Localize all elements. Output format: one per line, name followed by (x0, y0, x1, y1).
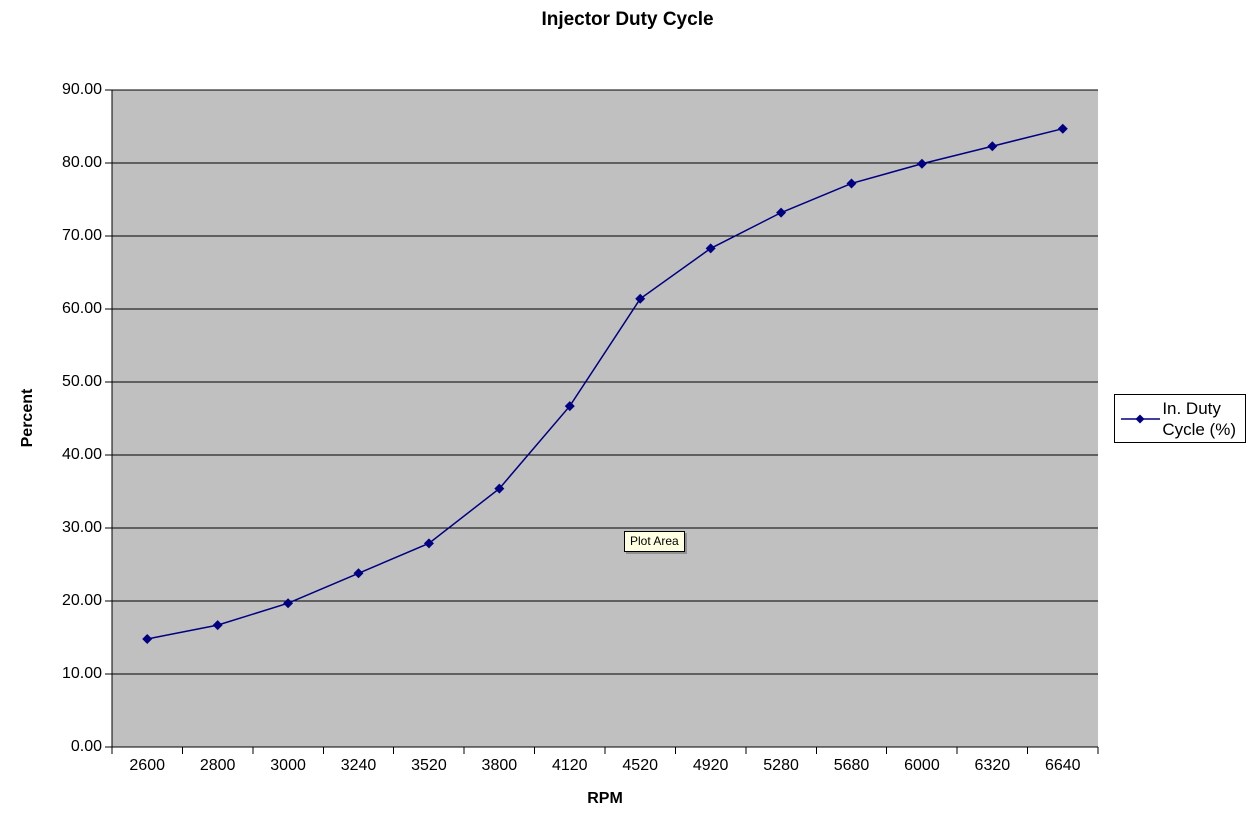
x-tick-label: 3240 (340, 757, 377, 774)
x-tick-label: 3800 (481, 757, 518, 774)
x-tick-label: 5280 (763, 757, 799, 774)
x-tick-label: 6320 (974, 757, 1011, 774)
y-tick-label: 30.00 (61, 519, 102, 536)
chart-title: Injector Duty Cycle (541, 9, 714, 30)
x-tick-label: 6000 (904, 757, 940, 774)
data-point-marker[interactable] (212, 620, 223, 631)
x-tick-label: 4520 (622, 757, 658, 774)
x-tick-label: 2800 (199, 757, 236, 774)
x-axis-title: RPM (587, 790, 623, 807)
data-point-marker[interactable] (635, 293, 646, 304)
y-tick-label: 60.00 (61, 300, 102, 317)
data-point-marker[interactable] (283, 598, 294, 609)
x-tick-label: 4920 (692, 757, 729, 774)
y-tick-label: 0.00 (70, 738, 102, 755)
legend[interactable]: In. Duty Cycle (%) (1114, 394, 1246, 443)
x-tick-label: 3520 (411, 757, 447, 774)
x-tick-label: 6640 (1044, 757, 1081, 774)
plot-area-tooltip: Plot Area (624, 531, 685, 552)
data-point-marker[interactable] (142, 633, 153, 644)
x-tick-label: 2600 (129, 757, 165, 774)
data-point-marker[interactable] (494, 483, 505, 494)
x-tick-label: 4120 (551, 757, 588, 774)
y-tick-label: 50.00 (61, 373, 102, 390)
data-point-marker[interactable] (564, 401, 575, 412)
x-tick-label: 5680 (833, 757, 870, 774)
data-point-marker[interactable] (423, 538, 434, 549)
x-tick-label: 3000 (270, 757, 306, 774)
data-point-marker[interactable] (353, 568, 364, 579)
plot-background[interactable] (112, 90, 1098, 747)
y-tick-label: 70.00 (61, 227, 102, 244)
legend-series-label: In. Duty Cycle (%) (1162, 398, 1236, 439)
y-tick-label: 80.00 (61, 154, 102, 171)
y-tick-label: 90.00 (61, 81, 102, 98)
data-point-marker[interactable] (846, 178, 857, 189)
data-point-marker[interactable] (705, 243, 716, 254)
data-point-marker[interactable] (1057, 123, 1068, 134)
y-tick-label: 20.00 (61, 592, 102, 609)
y-tick-label: 10.00 (61, 665, 102, 682)
data-point-marker[interactable] (987, 141, 998, 152)
series-line[interactable] (147, 127, 1063, 640)
legend-line-marker-icon (1121, 414, 1160, 423)
y-tick-label: 40.00 (61, 446, 102, 463)
data-point-marker[interactable] (776, 207, 787, 218)
data-point-marker[interactable] (916, 158, 927, 169)
